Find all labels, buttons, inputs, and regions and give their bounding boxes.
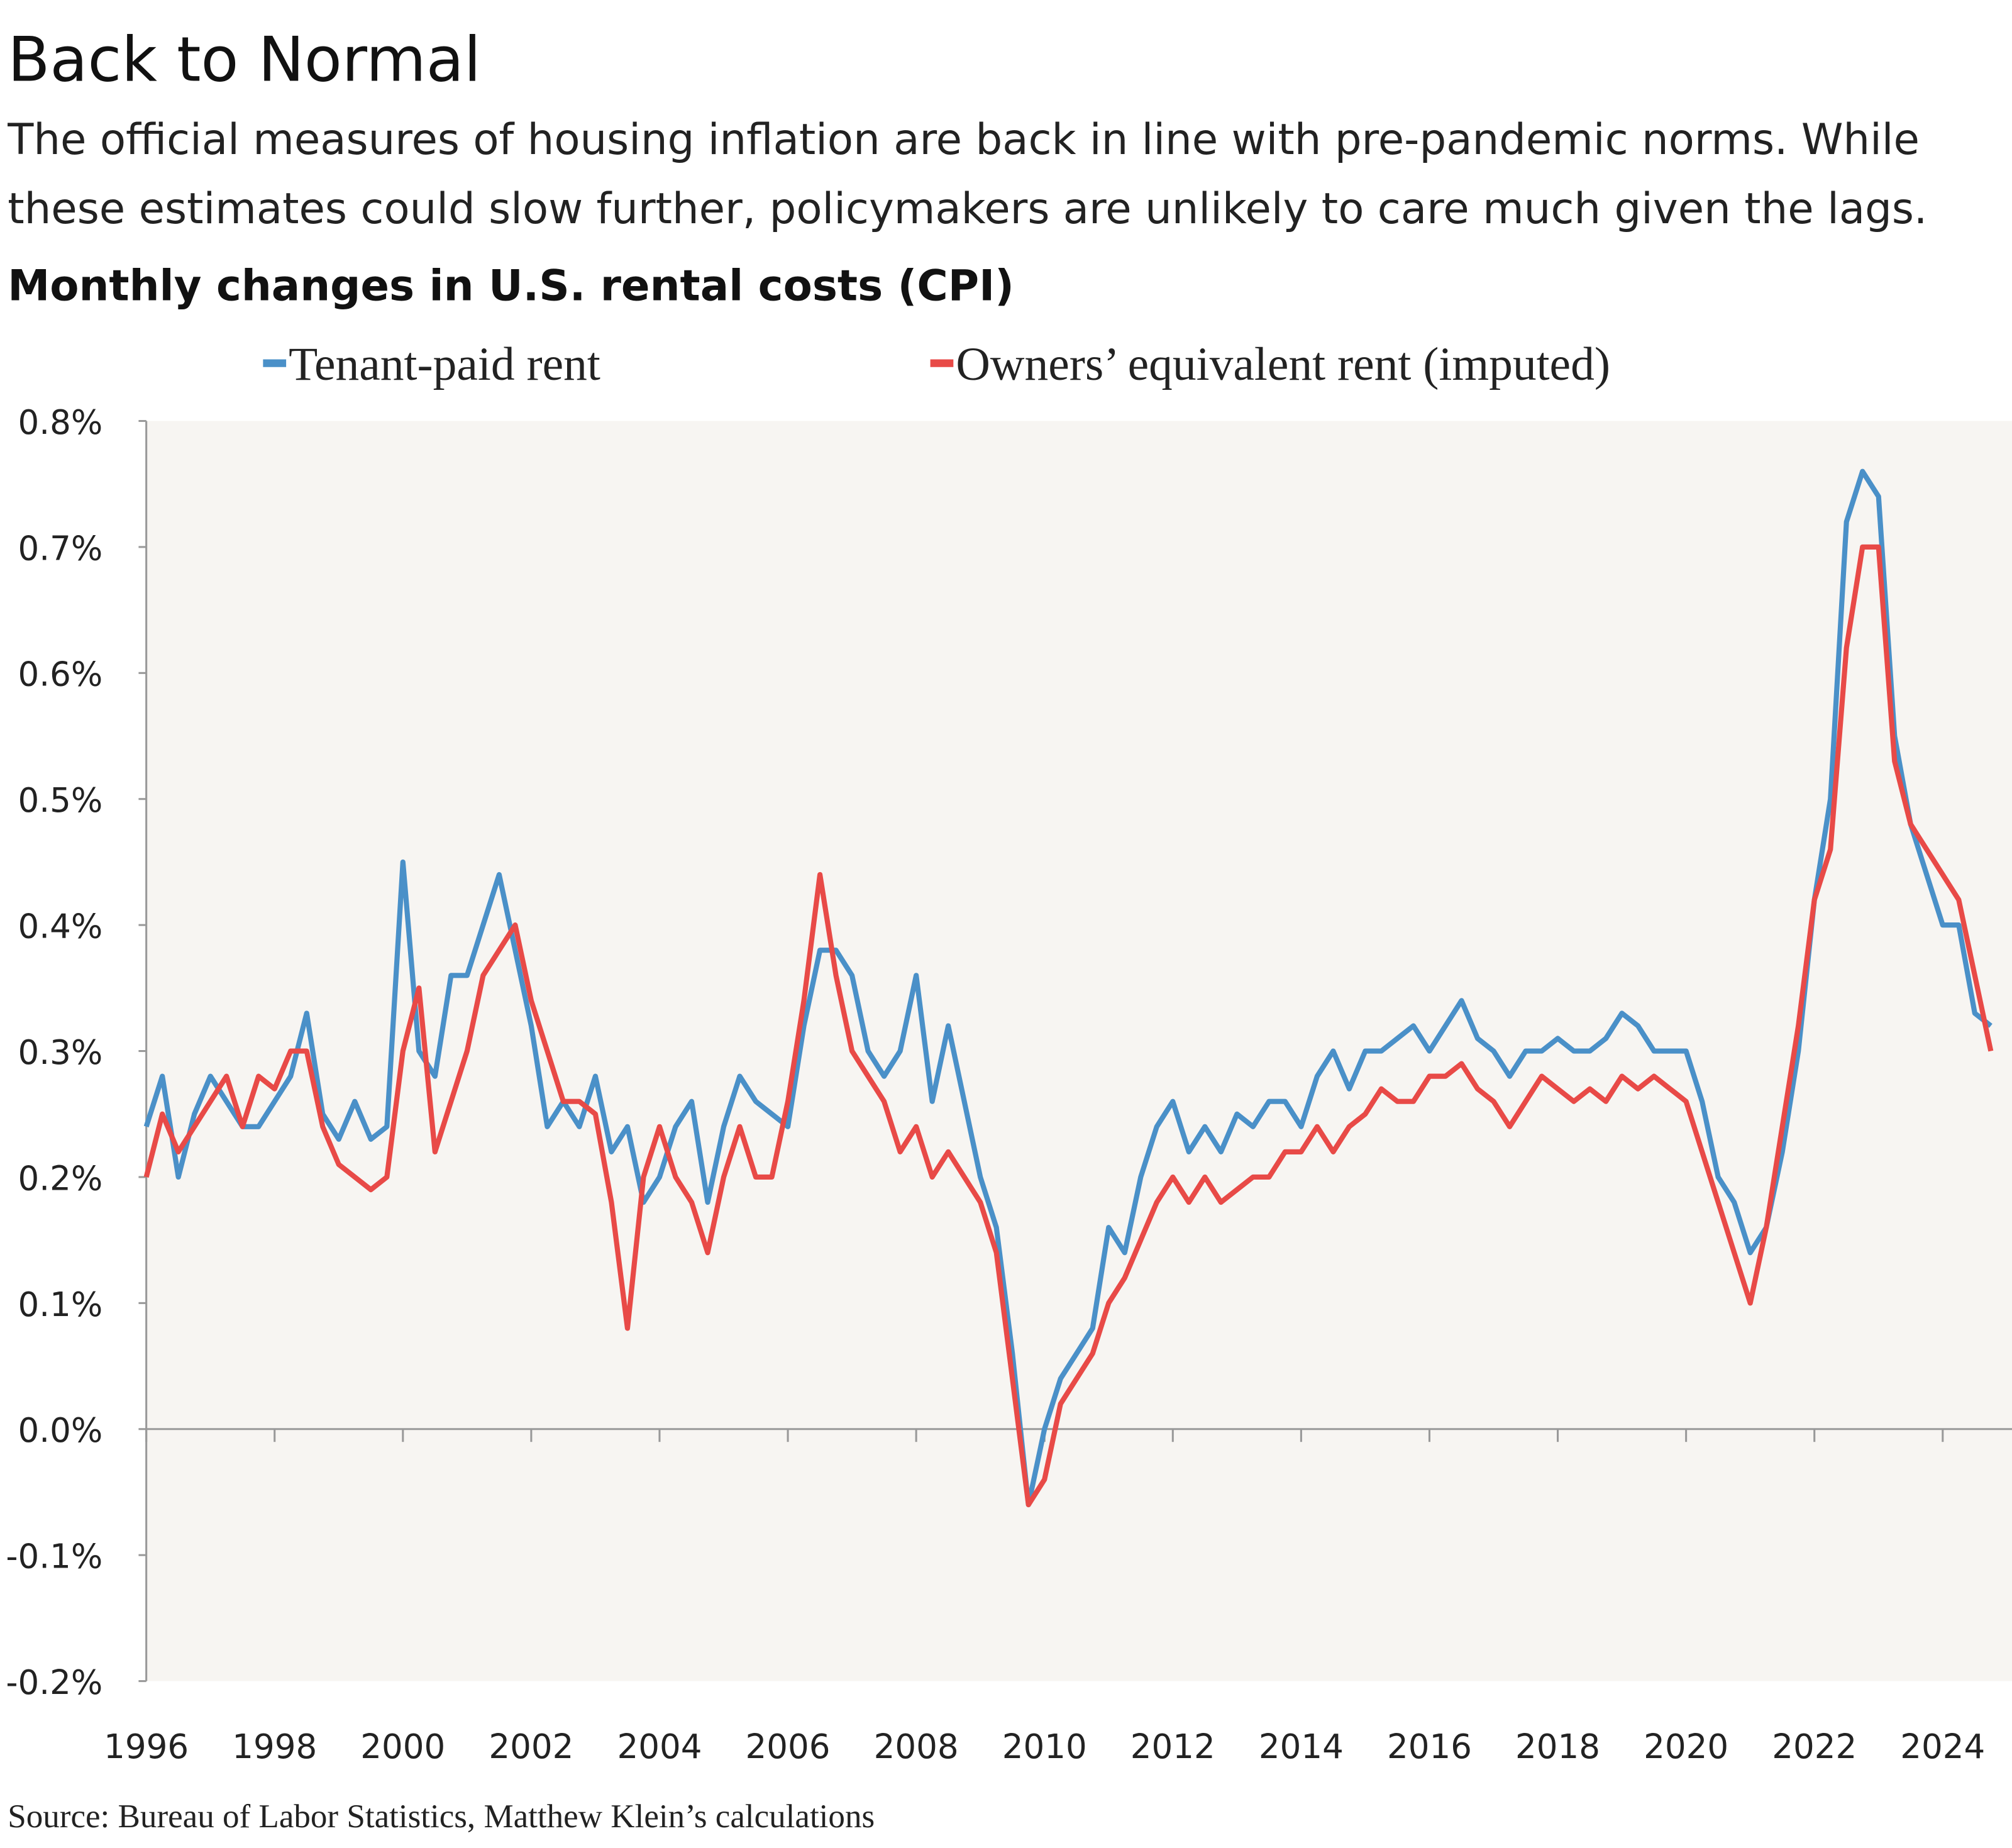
y-tick-label: 0.6% <box>18 655 102 694</box>
x-tick-label: 2024 <box>1900 1727 1985 1766</box>
x-tick-label: 2006 <box>746 1727 831 1766</box>
y-tick-label: 0.0% <box>18 1411 102 1450</box>
x-tick-label: 2002 <box>489 1727 573 1766</box>
y-tick-label: 0.2% <box>18 1159 102 1198</box>
legend-label: Owners’ equivalent rent (imputed) <box>956 338 1610 390</box>
x-tick-label: 2008 <box>874 1727 959 1766</box>
line-series <box>143 468 1993 1508</box>
x-tick-label: 2016 <box>1387 1727 1472 1766</box>
x-tick-label: 2014 <box>1259 1727 1344 1766</box>
x-tick-label: 2010 <box>1002 1727 1087 1766</box>
y-tick-label: 0.1% <box>18 1285 102 1324</box>
y-tick-label: 0.4% <box>18 907 102 946</box>
plot-background <box>146 421 2012 1681</box>
x-tick-label: 2020 <box>1644 1727 1728 1766</box>
x-tick-label: 2000 <box>360 1727 445 1766</box>
subtitle: these estimates could slow further, poli… <box>8 184 1927 233</box>
y-tick-label: -0.2% <box>6 1663 102 1702</box>
x-tick-label: 1998 <box>232 1727 317 1766</box>
x-tick-label: 2018 <box>1515 1727 1600 1766</box>
x-tick-label: 2012 <box>1130 1727 1215 1766</box>
legend-label: Tenant-paid rent <box>289 338 600 390</box>
subtitle: The official measures of housing inflati… <box>7 114 1920 164</box>
y-tick-label: 0.3% <box>18 1033 102 1072</box>
x-tick-label: 2022 <box>1772 1727 1857 1766</box>
y-tick-label: 0.5% <box>18 781 102 820</box>
y-tick-label: -0.1% <box>6 1537 102 1576</box>
source: Source: Bureau of Labor Statistics, Matt… <box>8 1798 875 1835</box>
y-tick-label: 0.8% <box>18 403 102 442</box>
chart-title: Back to Normal <box>8 25 481 96</box>
line-series <box>143 544 1994 1508</box>
chart-heading: Monthly changes in U.S. rental costs (CP… <box>8 261 1014 311</box>
x-tick-label: 2004 <box>617 1727 702 1766</box>
x-tick-label: 1996 <box>104 1727 189 1766</box>
y-tick-label: 0.7% <box>18 529 102 568</box>
